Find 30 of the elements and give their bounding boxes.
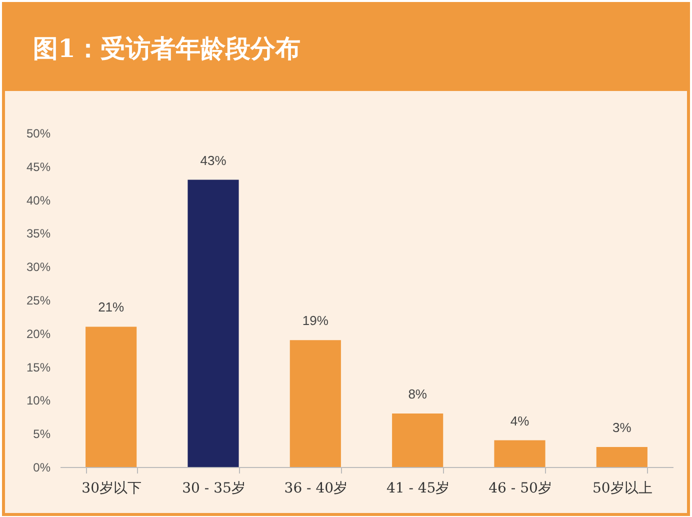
y-tick-label: 20% [26, 326, 51, 341]
bar [392, 414, 444, 467]
bar [290, 340, 341, 467]
x-tick-label: 30岁以下 [82, 480, 142, 496]
y-tick-label: 10% [26, 394, 51, 408]
y-tick-label: 5% [33, 427, 51, 442]
y-tick-label: 45% [26, 160, 51, 174]
data-label: 19% [302, 313, 329, 328]
y-tick-label: 40% [26, 193, 51, 208]
y-tick-label: 35% [26, 226, 51, 241]
data-label: 21% [98, 300, 125, 315]
data-label: 8% [408, 386, 428, 402]
bar [494, 440, 546, 467]
chart-title: 图1：受访者年龄段分布 [5, 5, 687, 91]
bar [86, 326, 137, 467]
y-tick-label: 0% [33, 460, 51, 474]
y-tick-label: 25% [26, 294, 51, 308]
bar [188, 180, 239, 467]
bar [596, 446, 648, 467]
y-tick-label: 50% [26, 126, 51, 140]
data-label: 3% [612, 420, 632, 435]
data-label: 4% [510, 413, 530, 428]
x-tick-label: 41 - 45岁 [386, 480, 450, 496]
y-tick-label: 30% [26, 260, 51, 274]
data-label: 43% [200, 152, 227, 168]
x-tick-label: 50岁以上 [592, 480, 652, 496]
x-tick-label: 30 - 35岁 [182, 480, 246, 496]
y-tick-label: 15% [26, 360, 51, 374]
x-tick-label: 46 - 50岁 [488, 480, 552, 496]
x-tick-label: 36 - 40岁 [284, 480, 348, 496]
